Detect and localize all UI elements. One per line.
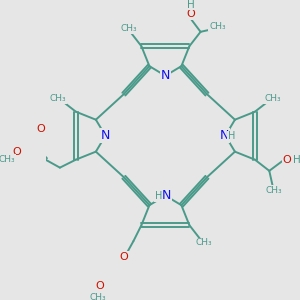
Text: CH₃: CH₃: [50, 94, 67, 103]
Text: N: N: [220, 129, 229, 142]
Text: O: O: [36, 124, 45, 134]
Text: CH₃: CH₃: [266, 185, 282, 194]
Text: CH₃: CH₃: [209, 22, 226, 31]
Text: O: O: [12, 147, 21, 157]
Text: CH₃: CH₃: [264, 94, 281, 103]
Text: CH₃: CH₃: [90, 292, 106, 300]
Text: CH₃: CH₃: [120, 24, 137, 33]
Text: N: N: [161, 189, 171, 202]
Text: N: N: [161, 69, 170, 82]
Text: H: H: [228, 131, 236, 142]
Text: H: H: [187, 0, 195, 10]
Text: H: H: [292, 154, 300, 165]
Text: O: O: [95, 281, 104, 291]
Text: H: H: [154, 191, 162, 201]
Text: O: O: [187, 9, 195, 19]
Text: O: O: [283, 155, 291, 165]
Text: CH₃: CH₃: [0, 155, 16, 164]
Text: CH₃: CH₃: [195, 238, 212, 247]
Text: N: N: [101, 129, 110, 142]
Text: O: O: [119, 252, 128, 262]
